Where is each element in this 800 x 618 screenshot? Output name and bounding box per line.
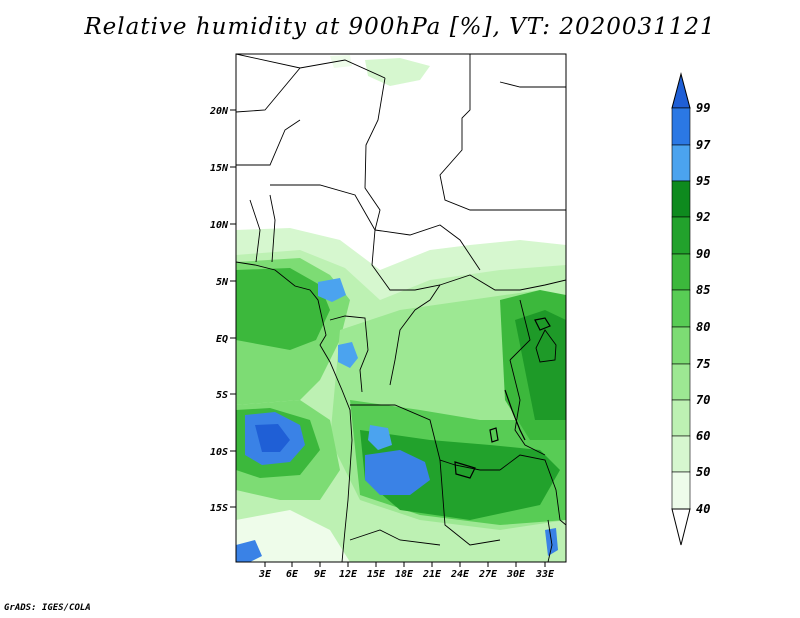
colorbar-label-99: 99 <box>696 101 710 115</box>
lon-label-18e: 18E <box>395 569 414 580</box>
lon-tick: 3E <box>258 562 272 580</box>
colorbar-label-70: 70 <box>696 393 710 407</box>
lon-label-30e: 30E <box>506 569 526 580</box>
humidity-field <box>236 55 566 562</box>
credit-label: GrADS: IGES/COLA <box>4 603 91 613</box>
lon-label-24e: 24E <box>450 569 470 580</box>
lat-tick: 10S <box>210 447 236 458</box>
colorbar-label-40: 40 <box>696 502 710 516</box>
lon-label-33e: 33E <box>535 569 555 580</box>
colorbar-label-92: 92 <box>696 210 710 224</box>
lat-label-5s: 5S <box>216 390 228 401</box>
lat-label-10s: 10S <box>210 447 228 458</box>
colorbar-swatch-80 <box>671 326 691 365</box>
colorbar-swatch-85 <box>671 289 691 328</box>
lon-tick: 30E <box>506 562 526 580</box>
lon-tick: 27E <box>478 562 498 580</box>
colorbar-label-80: 80 <box>696 320 710 334</box>
colorbar-swatch-99 <box>671 107 691 146</box>
lon-label-15e: 15E <box>367 569 386 580</box>
colorbar-swatch-92 <box>671 216 691 255</box>
lon-tick: 18E <box>395 562 414 580</box>
lat-label-10n: 10N <box>210 220 229 231</box>
colorbar-label-85: 85 <box>696 283 710 297</box>
colorbar-swatch-90 <box>671 253 691 291</box>
colorbar-label-90: 90 <box>696 247 710 261</box>
colorbar-top-arrow <box>671 72 691 109</box>
lat-label-15s: 15S <box>210 503 228 514</box>
plot-frame <box>235 53 567 563</box>
colorbar-label-50: 50 <box>696 465 710 479</box>
lon-axis: 3E 6E 9E 12E 15E 18E 21E 24E 27E 30E 33E <box>258 562 555 580</box>
lat-tick: 10N <box>210 220 236 231</box>
colorbar-label-60: 60 <box>696 429 710 443</box>
map-plot-area <box>236 54 566 562</box>
lat-axis: 20N 15N 10N 5N EQ 5S 10S 15S <box>209 106 236 514</box>
colorbar-swatch-60 <box>671 435 691 473</box>
colorbar-swatch-97 <box>671 144 691 182</box>
lon-tick: 12E <box>339 562 358 580</box>
colorbar-bottom-arrow <box>671 508 691 546</box>
lon-label-12e: 12E <box>339 569 358 580</box>
colorbar-label-75: 75 <box>696 357 710 371</box>
colorbar: 99 97 95 92 90 85 80 75 70 60 50 40 <box>671 72 711 546</box>
colorbar-label-95: 95 <box>696 174 710 188</box>
lat-tick: 5N <box>216 277 236 288</box>
colorbar-swatch-75 <box>671 363 691 401</box>
lon-tick: 6E <box>286 562 299 580</box>
lon-label-3e: 3E <box>258 569 272 580</box>
lon-label-21e: 21E <box>422 569 442 580</box>
lon-tick: 9E <box>314 562 327 580</box>
lon-label-9e: 9E <box>314 569 327 580</box>
lat-tick: 5S <box>216 390 236 401</box>
lon-label-27e: 27E <box>478 569 498 580</box>
lat-tick: EQ <box>216 334 236 345</box>
colorbar-swatch-95 <box>671 180 691 218</box>
lakes <box>454 317 551 479</box>
lon-tick: 15E <box>367 562 386 580</box>
lat-label-eq: EQ <box>216 334 228 345</box>
lat-tick: 15N <box>210 163 236 174</box>
colorbar-label-97: 97 <box>696 138 711 152</box>
lon-tick: 21E <box>422 562 442 580</box>
lon-label-6e: 6E <box>286 569 299 580</box>
lon-tick: 33E <box>535 562 555 580</box>
colorbar-swatch-50 <box>671 471 691 510</box>
lat-tick: 15S <box>210 503 236 514</box>
lat-label-5n: 5N <box>216 277 229 288</box>
lat-tick: 20N <box>209 106 236 117</box>
lat-label-15n: 15N <box>210 163 229 174</box>
colorbar-swatch-70 <box>671 399 691 437</box>
map-title: Relative humidity at 900hPa [%], VT: 202… <box>84 14 716 40</box>
lon-tick: 24E <box>450 562 470 580</box>
lat-label-20n: 20N <box>209 106 229 117</box>
country-borders <box>236 54 566 562</box>
